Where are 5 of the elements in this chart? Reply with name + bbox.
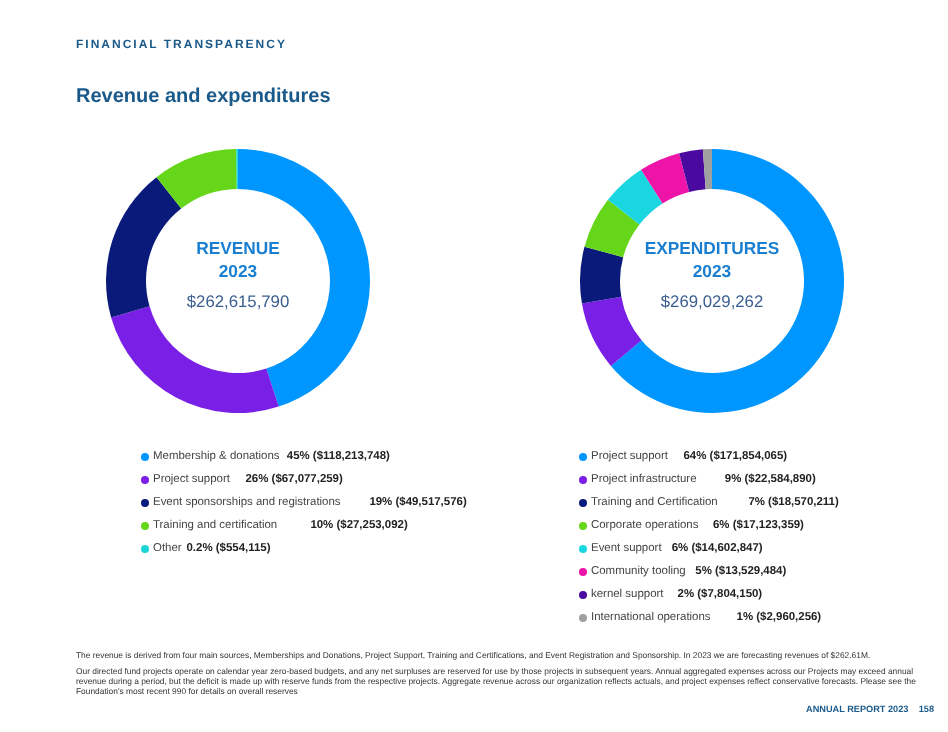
text: $262,615,790 [186,291,290,311]
text: EXPENDITURES 2023 [644,237,780,281]
text: $269,029,262 [660,291,764,311]
text: Revenue and expenditures [76,83,331,110]
text: REVENUE 2023 [196,237,281,281]
